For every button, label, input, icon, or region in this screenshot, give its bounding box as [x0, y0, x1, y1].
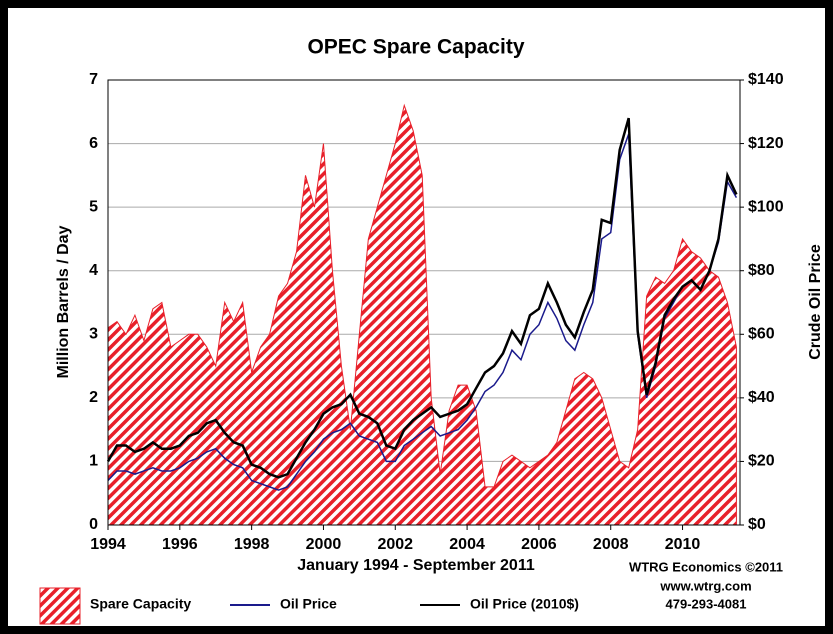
credit: WTRG Economics ©2011	[629, 559, 783, 574]
y-tick-label: 0	[89, 516, 98, 533]
chart-subtitle: January 1994 - September 2011	[297, 557, 535, 574]
area	[107, 103, 737, 526]
legend-label: Oil Price	[280, 596, 337, 612]
y2-tick-label: $80	[748, 262, 775, 279]
x-tick-label: 2006	[521, 536, 557, 553]
credit: 479-293-4081	[666, 596, 747, 611]
y-tick-label: 6	[89, 135, 98, 152]
y-tick-label: 3	[89, 326, 98, 343]
plot-border	[107, 79, 741, 526]
y2-tick-label: $120	[748, 135, 784, 152]
y2-tick-label: $20	[748, 453, 775, 470]
x-tick-label: 1996	[162, 536, 198, 553]
legend-swatch	[39, 587, 81, 625]
x-tick-label: 2004	[449, 536, 485, 553]
y2-tick-label: $40	[748, 389, 775, 406]
legend-label: Oil Price (2010$)	[470, 596, 579, 612]
y-tick-label: 4	[89, 262, 98, 279]
y-tick-label: 5	[89, 198, 98, 215]
legend-label: Spare Capacity	[90, 596, 191, 612]
x-tick-label: 2010	[665, 536, 701, 553]
y-tick-label: 7	[89, 71, 98, 88]
x-tick-label: 1994	[90, 536, 126, 553]
x-tick-label: 2008	[593, 536, 629, 553]
y-tick-label: 1	[89, 453, 98, 470]
y2-tick-label: $60	[748, 326, 775, 343]
credit: www.wtrg.com	[659, 578, 751, 593]
y2-axis-title: Crude Oil Price	[807, 244, 824, 360]
y2-tick-label: $0	[748, 516, 766, 533]
y-tick-label: 2	[89, 389, 98, 406]
y2-tick-label: $100	[748, 198, 784, 215]
chart-title: OPEC Spare Capacity	[307, 36, 524, 59]
line	[106, 117, 738, 479]
x-tick-label: 2002	[377, 536, 413, 553]
y-axis-title: Million Barrels / Day	[55, 225, 72, 378]
y2-tick-label: $140	[748, 71, 784, 88]
x-tick-label: 1998	[234, 536, 270, 553]
x-tick-label: 2000	[306, 536, 342, 553]
